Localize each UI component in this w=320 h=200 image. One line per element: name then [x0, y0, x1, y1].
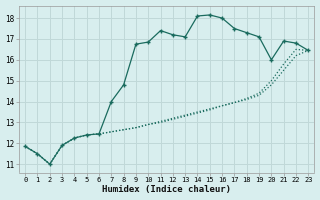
X-axis label: Humidex (Indice chaleur): Humidex (Indice chaleur): [102, 185, 231, 194]
